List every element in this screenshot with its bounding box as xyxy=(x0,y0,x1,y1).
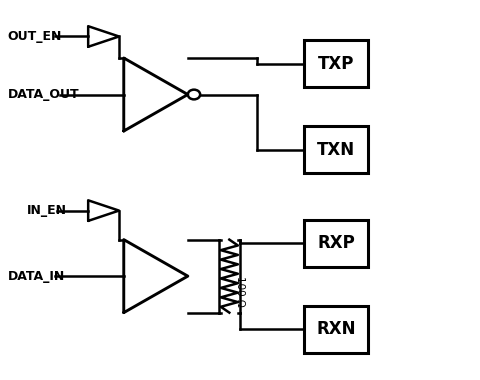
Text: RXP: RXP xyxy=(317,234,355,252)
Bar xyxy=(304,306,368,353)
Text: OUT_EN: OUT_EN xyxy=(8,30,62,43)
Bar xyxy=(304,126,368,173)
Text: TXP: TXP xyxy=(318,55,354,73)
Text: TXN: TXN xyxy=(317,141,355,159)
Bar xyxy=(304,220,368,267)
Bar xyxy=(304,40,368,87)
Text: RXN: RXN xyxy=(316,320,356,339)
Text: DATA_IN: DATA_IN xyxy=(8,270,65,283)
Text: DATA_OUT: DATA_OUT xyxy=(8,88,79,101)
Text: 100 Ω: 100 Ω xyxy=(235,276,245,307)
Text: IN_EN: IN_EN xyxy=(26,204,67,217)
